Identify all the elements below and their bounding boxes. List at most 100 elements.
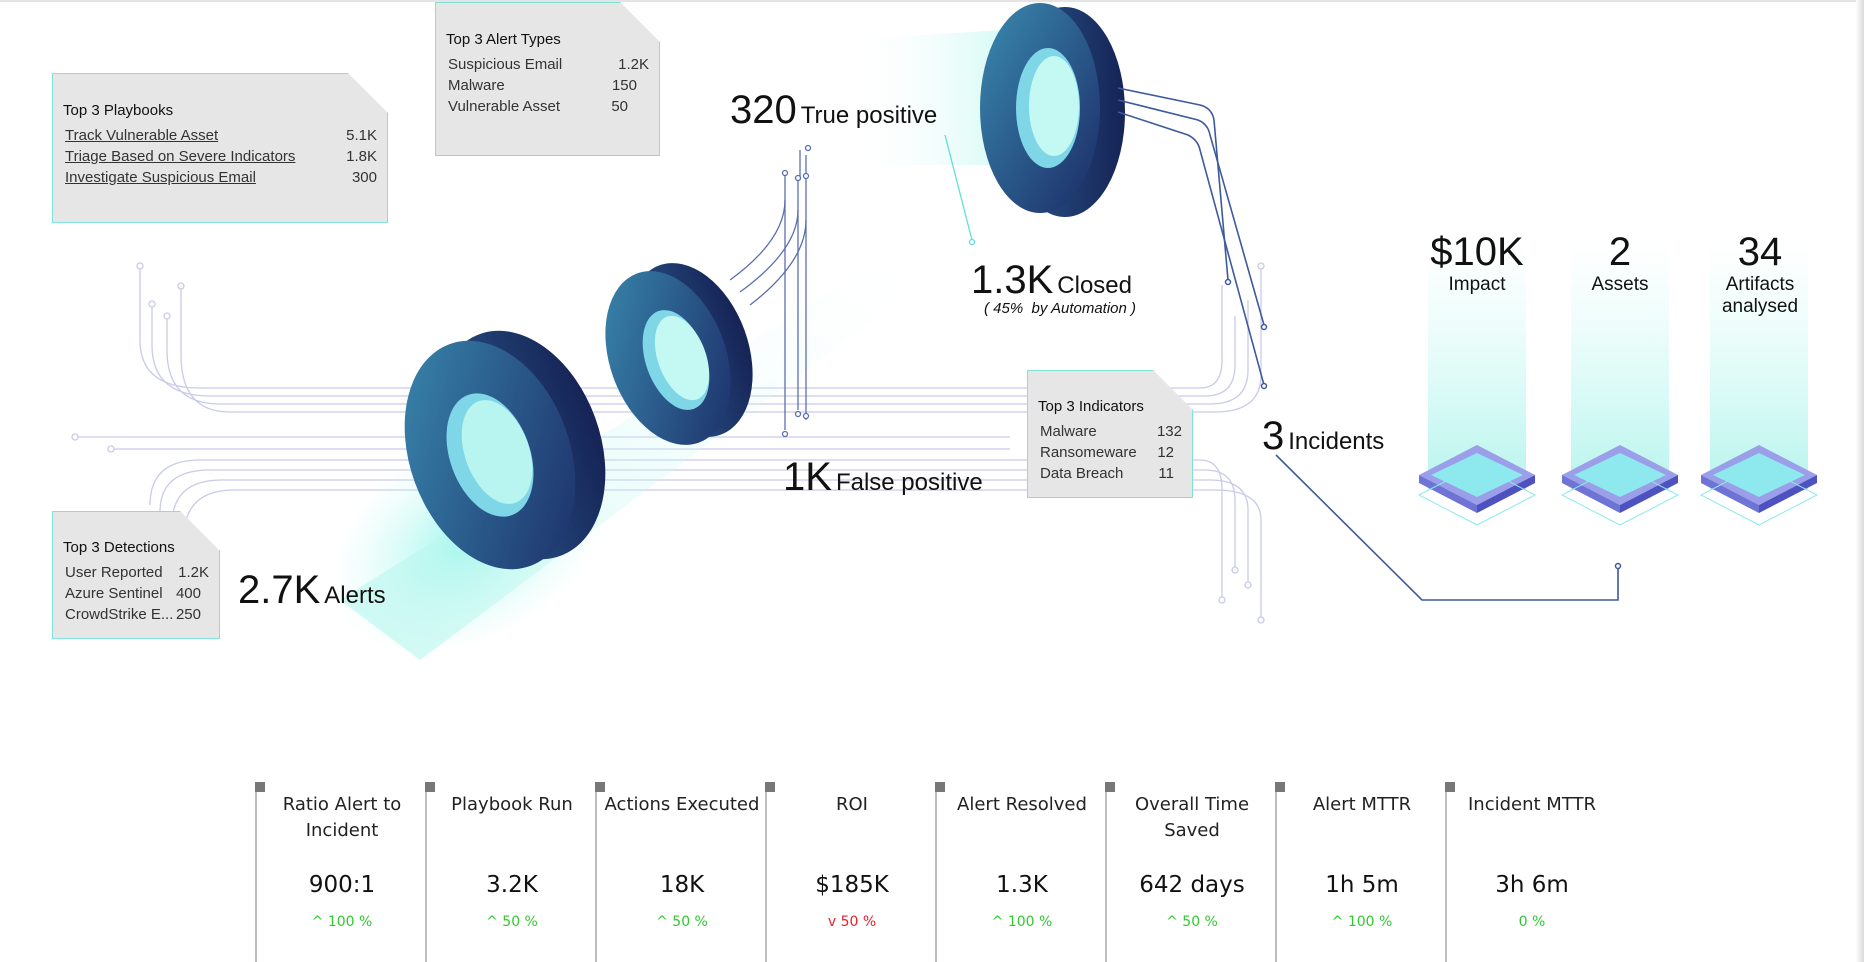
metric-actions-executed: Actions Executed 18K ^ 50 %: [595, 782, 765, 962]
list-item: Vulnerable Asset 50: [446, 96, 649, 117]
trend-down-icon: v: [827, 914, 837, 930]
metric-value: 1.3K: [996, 872, 1048, 898]
metric-tab: [935, 782, 945, 792]
playbook-link[interactable]: Track Vulnerable Asset: [65, 127, 219, 144]
closed-pointer-line: [944, 134, 973, 241]
metric-value: 642 days: [1139, 872, 1245, 898]
metric-tab: [1275, 782, 1285, 792]
filter-ring: [605, 263, 753, 445]
metric-delta: ^ 100 %: [937, 914, 1107, 930]
trend-up-icon: ^: [1166, 914, 1178, 930]
artifacts-value: 34: [1737, 230, 1783, 274]
card-title: Top 3 Indicators: [1038, 398, 1144, 415]
metric-delta-value: 50 %: [1182, 914, 1218, 930]
list-item-value: 132: [1156, 423, 1182, 440]
list-item-value: 12: [1157, 444, 1174, 461]
list-item: CrowdStrike E... 250: [63, 604, 209, 625]
trend-up-icon: ^: [311, 914, 324, 930]
list-item: Ransomeware 12: [1038, 442, 1182, 463]
incident-to-assets-line: [1275, 454, 1619, 601]
metric-label: ROI: [836, 794, 868, 815]
list-item: User Reported 1.2K: [63, 562, 209, 583]
metric-value: 3.2K: [486, 872, 538, 898]
top-alert-types-card: Top 3 Alert Types Suspicious Email 1.2K M…: [435, 2, 660, 156]
list-item: Malware 132: [1038, 421, 1182, 442]
list-item-label: Suspicious Email: [448, 56, 563, 73]
list-item: Track Vulnerable Asset 5.1K: [63, 125, 377, 146]
assets-kpi: 2 Assets: [1560, 230, 1680, 296]
artifacts-kpi: 34 Artifacts analysed: [1704, 230, 1816, 318]
artifacts-pedestal: [1699, 445, 1819, 526]
impact-pedestal: [1417, 445, 1537, 526]
closed-pointer-node: [968, 238, 976, 246]
metric-incident-mttr: Incident MTTR 3h 6m 0 %: [1445, 782, 1615, 962]
list-item-label: Data Breach: [1040, 465, 1124, 482]
metric-delta-value: 50 %: [840, 914, 877, 930]
circuit-nodes-right: [1218, 262, 1265, 624]
impact-kpi: $10K Impact: [1417, 230, 1537, 296]
true-positive-count: 320: [730, 88, 797, 132]
playbook-link[interactable]: Investigate Suspicious Email: [65, 169, 256, 186]
list-item: Malware 150: [446, 75, 649, 96]
false-positive-label: False positive: [835, 469, 983, 496]
top-indicators-card: Top 3 Indicators Malware 132 Ransomeware 1…: [1027, 370, 1193, 498]
true-positive-label: True positive: [800, 102, 938, 129]
list-item: Azure Sentinel 400: [63, 583, 209, 604]
circuit-nodes-left: [71, 262, 185, 453]
metric-label: Actions Executed: [604, 794, 760, 815]
window-edge: [1856, 0, 1864, 962]
list-item: Triage Based on Severe Indicators 1.8K: [63, 146, 377, 167]
list-item-label: Malware: [448, 77, 505, 94]
metric-tab: [1445, 782, 1455, 792]
metric-label: Playbook Run: [451, 794, 573, 815]
metrics-bar: Ratio Alert to Incident 900:1 ^ 100 % Pl…: [255, 782, 1855, 962]
assets-value: 2: [1608, 230, 1632, 274]
incidents-stat: 3 Incidents: [1262, 414, 1384, 459]
true-positive-ring: [980, 3, 1125, 217]
playbook-link[interactable]: Triage Based on Severe Indicators: [65, 148, 296, 165]
metric-delta: ^ 50 %: [597, 914, 767, 930]
metric-playbook-run: Playbook Run 3.2K ^ 50 %: [425, 782, 595, 962]
false-positive-count: 1K: [783, 455, 832, 499]
trend-up-icon: ^: [656, 914, 668, 930]
metric-roi: ROI $185K v 50 %: [765, 782, 935, 962]
true-positive-stat: 320 True positive: [730, 88, 937, 133]
trend-up-icon: ^: [991, 914, 1004, 930]
card-title: Top 3 Playbooks: [63, 102, 174, 119]
top-border: [0, 0, 1864, 2]
metric-label: Overall Time Saved: [1134, 794, 1250, 841]
metric-tab: [425, 782, 435, 792]
list-item-value: 50: [611, 98, 628, 115]
list-item-label: Vulnerable Asset: [448, 98, 561, 115]
metric-value: 18K: [659, 872, 705, 898]
impact-label: Impact: [1448, 274, 1506, 295]
list-item-label: CrowdStrike E...: [65, 606, 174, 623]
alerts-label: Alerts: [324, 582, 386, 609]
alerts-stat: 2.7K Alerts: [238, 568, 386, 613]
list-item-value: 1.8K: [346, 148, 377, 165]
metric-delta-value: 0 %: [1518, 914, 1546, 930]
true-positive-beam: [850, 30, 1000, 165]
metric-label: Incident MTTR: [1467, 794, 1596, 815]
metric-overall-time-saved: Overall Time Saved 642 days ^ 50 %: [1105, 782, 1275, 962]
incident-lines: [1117, 87, 1265, 386]
closed-label: Closed: [1057, 272, 1133, 299]
metric-tab: [1105, 782, 1115, 792]
metric-delta: ^ 100 %: [1277, 914, 1447, 930]
metric-delta-value: 50 %: [502, 914, 538, 930]
artifacts-label: Artifacts analysed: [1721, 274, 1799, 317]
metric-delta-value: 100 %: [327, 914, 373, 930]
list-item-label: Azure Sentinel: [65, 585, 163, 602]
list-item-value: 300: [351, 169, 377, 186]
metric-delta: ^ 50 %: [427, 914, 597, 930]
list-item-label: Malware: [1040, 423, 1097, 440]
branch-nodes: [781, 144, 812, 438]
metric-delta: v 50 %: [767, 914, 937, 930]
top-detections-card: Top 3 Detections User Reported 1.2K Azure…: [52, 511, 220, 639]
impact-value: $10K: [1430, 230, 1524, 274]
card-title: Top 3 Detections: [63, 539, 175, 556]
metric-delta-value: 50 %: [672, 914, 708, 930]
metric-tab: [595, 782, 605, 792]
trend-up-icon: ^: [1331, 914, 1344, 930]
list-item-value: 11: [1158, 465, 1174, 482]
